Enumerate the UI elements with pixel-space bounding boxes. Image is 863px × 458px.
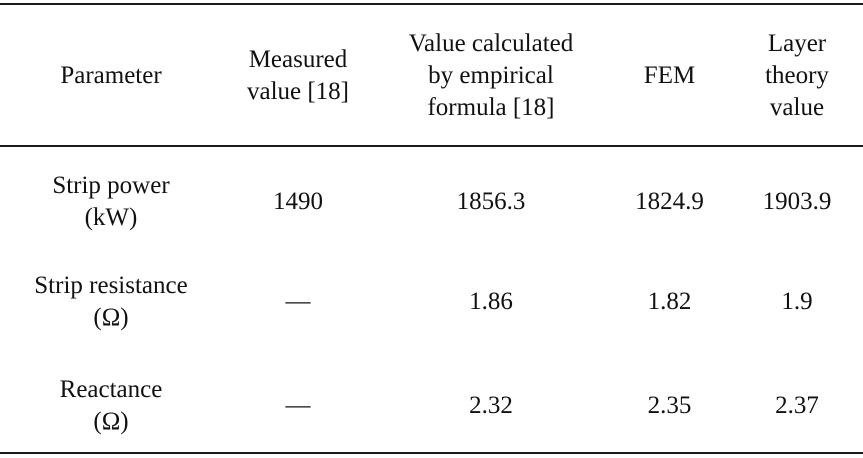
row-strip-power-label: Strip power (kW) bbox=[52, 172, 170, 231]
row-strip-power-layer-theory: 1903.9 bbox=[762, 188, 832, 215]
row-strip-power-measured: 1490 bbox=[273, 188, 323, 215]
table-top-rule bbox=[0, 3, 863, 5]
header-layer-theory: Layer theory value bbox=[765, 30, 829, 121]
row-strip-power-fem: 1824.9 bbox=[635, 188, 704, 215]
row-reactance-measured: — bbox=[285, 392, 311, 419]
row-strip-resistance-fem: 1.82 bbox=[647, 288, 692, 315]
row-strip-power-empirical: 1856.3 bbox=[456, 188, 526, 215]
row-reactance-label: Reactance (Ω) bbox=[59, 376, 163, 435]
row-strip-resistance-measured: — bbox=[285, 288, 311, 315]
row-reactance-fem: 2.35 bbox=[647, 392, 692, 419]
header-empirical-formula: Value calculated by empirical formula [1… bbox=[408, 30, 574, 121]
table-bottom-rule bbox=[0, 452, 863, 454]
header-measured-value: Measured value [18] bbox=[246, 46, 350, 105]
table-header-rule bbox=[0, 145, 863, 147]
row-reactance-empirical: 2.32 bbox=[469, 392, 513, 419]
header-fem: FEM bbox=[643, 62, 696, 89]
row-strip-resistance-label: Strip resistance (Ω) bbox=[34, 272, 188, 331]
row-strip-resistance-layer-theory: 1.9 bbox=[781, 288, 813, 315]
row-strip-resistance-empirical: 1.86 bbox=[469, 288, 513, 315]
header-parameter: Parameter bbox=[60, 62, 162, 89]
row-reactance-layer-theory: 2.37 bbox=[775, 392, 819, 419]
